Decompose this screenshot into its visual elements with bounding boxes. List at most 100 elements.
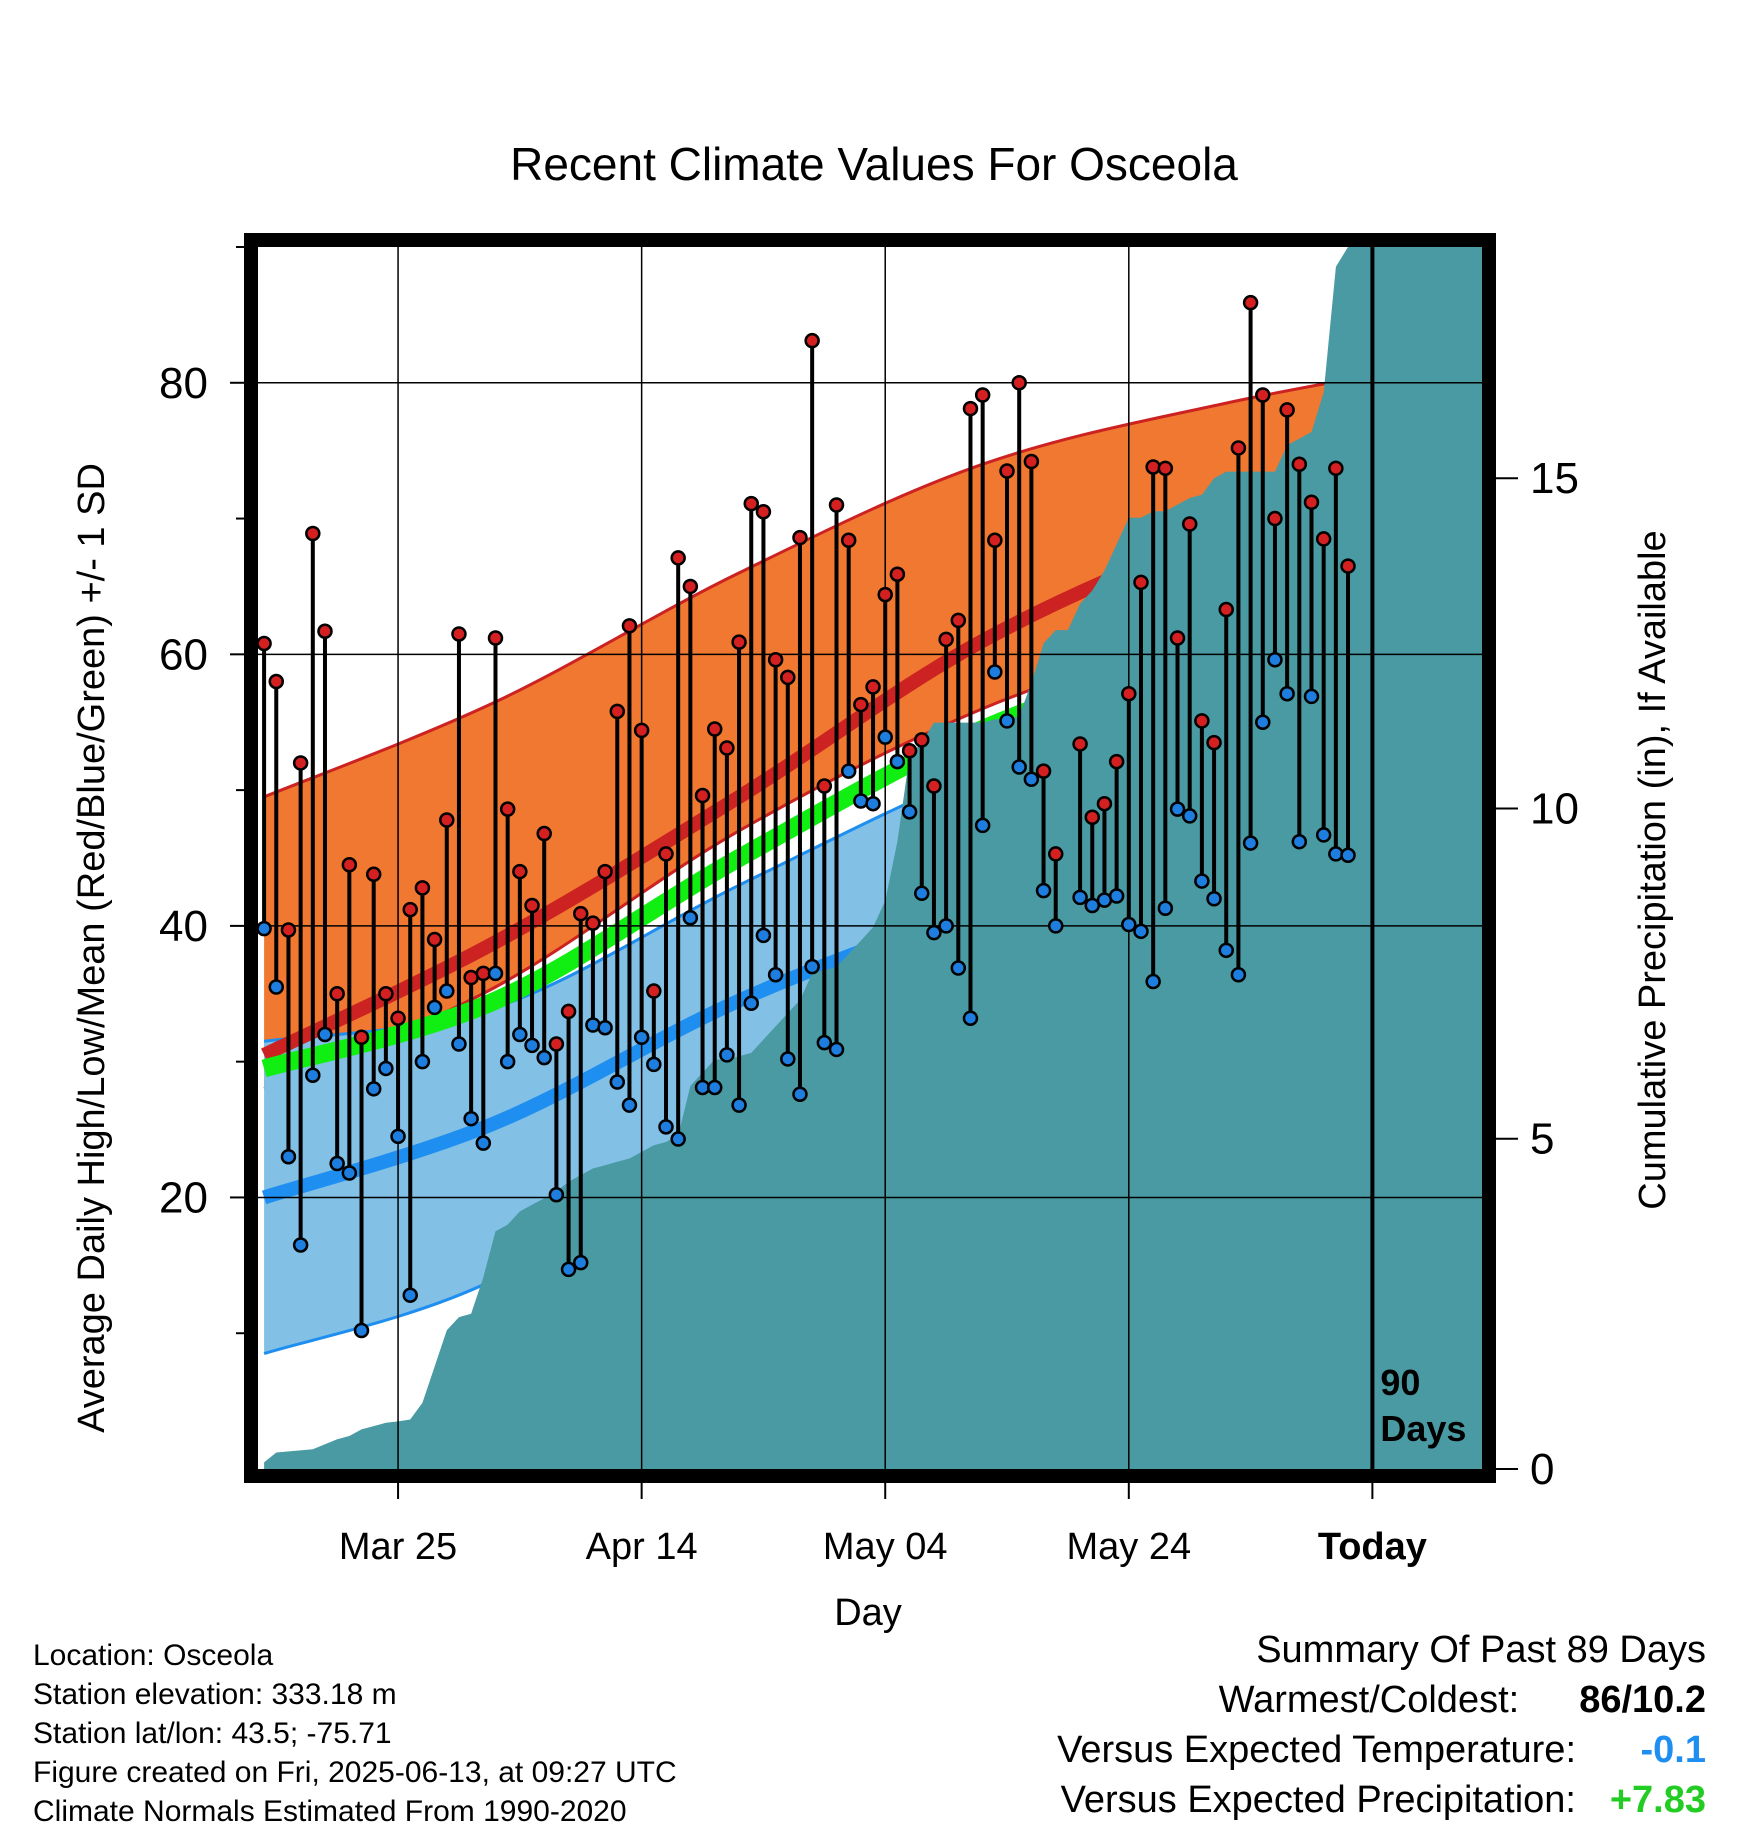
daily-low-point [258,920,272,937]
daily-low-point [621,1097,638,1113]
daily-low-point [329,1155,345,1172]
daily-low-point [548,1186,565,1203]
daily-high-point [743,495,760,512]
daily-low-point [816,1034,833,1051]
daily-high-point [1315,531,1332,547]
daily-high-point [439,812,455,828]
daily-low-point [646,1056,662,1073]
daily-low-point [463,1110,479,1127]
daily-high-point [1011,375,1027,391]
daily-high-point [1084,809,1101,826]
x-tick-label: May 24 [1066,1526,1191,1568]
daily-high-point [1181,516,1198,532]
daily-low-point [280,1148,297,1165]
cumulative-precip-area [264,247,1482,1469]
daily-high-point [1340,558,1356,574]
daily-high-point [414,880,431,896]
warm-cold-row: Warmest/Coldest: 86/10.2 [1057,1675,1706,1725]
y2-tick-label: 10 [1530,784,1579,833]
daily-low-point [865,795,881,812]
daily-high-point [280,922,297,938]
latlon-text: Station lat/lon: 43.5; -75.71 [33,1717,392,1750]
daily-high-point [329,986,345,1002]
daily-high-point [646,983,662,999]
daily-high-point [694,787,711,804]
daily-high-point [877,586,893,603]
daily-low-point [792,1086,808,1103]
x-tick-label: Mar 25 [339,1526,457,1568]
y2-tick-label: 0 [1530,1445,1554,1494]
daily-high-point [1194,713,1210,729]
y-tick-label: 20 [159,1173,208,1222]
summary-panel: Summary Of Past 89 Days Warmest/Coldest:… [1057,1625,1706,1825]
daily-low-point [962,1010,979,1026]
daily-low-point [426,999,443,1016]
chart-title: Recent Climate Values For Osceola [510,138,1238,190]
daily-high-point [828,497,845,513]
daily-low-point [487,965,504,982]
daily-high-point [816,778,833,794]
x-tick-label: Apr 14 [586,1526,698,1568]
daily-high-point [767,652,784,668]
daily-high-point [926,778,942,794]
daily-high-point [572,905,589,922]
daily-low-point [1011,759,1027,775]
daily-low-point [1023,771,1040,787]
today-days-word: Days [1380,1408,1466,1449]
daily-low-point [658,1119,674,1135]
daily-low-point [1194,873,1210,889]
daily-high-point [402,901,418,918]
daily-high-point [1133,574,1149,591]
daily-low-point [743,995,760,1012]
daily-low-point [1255,714,1271,730]
daily-low-point [731,1097,747,1113]
daily-high-point [719,740,735,756]
daily-high-point [1279,402,1295,418]
daily-high-point [1096,795,1113,812]
daily-low-point [1035,882,1052,899]
warm-cold-label: Warmest/Coldest: [1218,1679,1520,1721]
daily-high-point [1035,763,1052,779]
daily-high-point [341,857,358,873]
daily-low-point [1145,973,1161,990]
daily-low-point [755,927,772,944]
daily-low-point [268,979,285,995]
daily-low-point [402,1287,418,1303]
x-axis-label: Day [834,1592,902,1634]
daily-low-point [889,753,906,770]
daily-high-point [670,550,686,566]
today-days-number: 90 [1380,1362,1420,1403]
daily-low-point [706,1079,723,1096]
daily-high-point [621,618,638,634]
y2-tick-label: 5 [1530,1115,1554,1164]
daily-low-point [1157,900,1174,916]
daily-low-point [451,1036,467,1052]
daily-low-point [536,1049,552,1066]
daily-high-point [999,463,1015,479]
daily-low-point [597,1019,613,1036]
daily-low-point [378,1060,394,1077]
precip-value: +7.83 [1609,1779,1706,1821]
daily-low-point [1242,835,1259,851]
daily-high-point [524,897,540,914]
plot-interior: 90 Days [258,247,1482,1469]
daily-high-point [914,732,930,748]
daily-high-point [609,703,626,720]
daily-low-point [780,1051,796,1067]
precip-row: Versus Expected Precipitation: +7.83 [1057,1775,1706,1825]
daily-low-point [1047,918,1064,934]
daily-high-point [317,623,333,640]
daily-high-point [889,566,906,582]
daily-high-point [633,722,650,739]
precip-label: Versus Expected Precipitation: [1060,1779,1576,1821]
daily-high-point [853,696,869,713]
daily-high-point [365,866,382,883]
daily-high-point [512,863,528,880]
plot-frame [244,233,1496,1483]
daily-high-point [731,634,747,650]
daily-low-point [1230,967,1247,983]
daily-high-point [658,846,674,862]
daily-low-point [767,967,784,983]
warm-cold-value: 86/10.2 [1579,1679,1706,1721]
daily-high-point [390,1010,406,1026]
